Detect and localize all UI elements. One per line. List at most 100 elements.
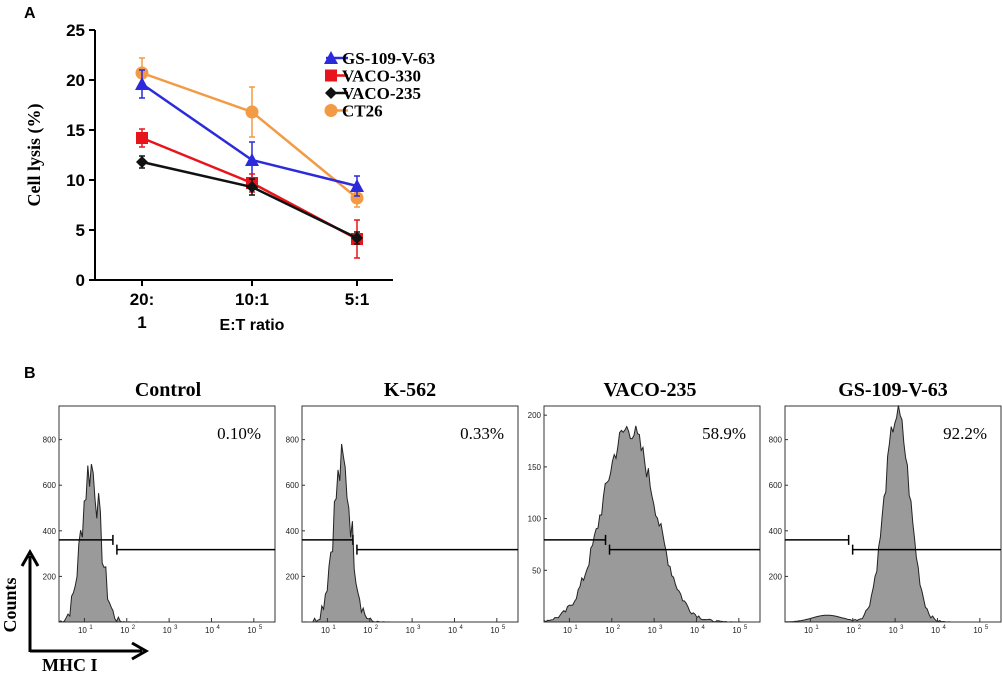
legend-marker [324,104,338,117]
plot-frame [543,405,761,623]
x-tick-label: 10 [120,626,129,635]
gate-percent: 0.10% [217,424,261,443]
histogram-title: GS-109-V-63 [838,379,948,401]
y-tick-label: 800 [43,436,57,445]
y-tick-label: 10 [66,171,85,190]
histogram-title: K-562 [384,379,436,401]
histogram-area [302,443,518,623]
data-point [246,181,258,193]
series-vaco-330 [136,128,363,259]
y-tick-label: 100 [528,515,542,524]
x-tick-label: 10 [78,626,87,635]
x-tick-exponent: 5 [744,625,748,631]
data-point [351,232,363,244]
x-tick-exponent: 5 [502,625,506,631]
y-tick-label: 15 [66,121,85,140]
data-point [350,179,364,192]
data-point [135,77,149,90]
x-tick-label: 10 [406,626,415,635]
y-tick-label: 600 [43,481,57,490]
x-tick-label: 20: [130,290,155,309]
y-tick-label: 800 [286,436,300,445]
x-tick-label: 10 [163,626,172,635]
x-tick-exponent: 3 [174,625,178,631]
legend-label: CT26 [342,102,383,121]
y-tick-label: 400 [43,527,57,536]
x-tick-label: 10 [648,626,657,635]
series-ct26 [135,57,364,208]
x-tick-exponent: 3 [417,625,421,631]
x-tick-exponent: 1 [332,625,336,631]
panel-a-letter: A [24,5,36,22]
legend-marker [324,51,338,64]
y-tick-label: 400 [286,527,300,536]
x-tick-label: 10 [804,626,813,635]
x-tick-exponent: 2 [858,625,862,631]
x-tick-label: 1 [137,313,146,332]
series-vaco-235 [136,155,363,245]
x-tick-exponent: 5 [259,625,263,631]
x-tick-exponent: 1 [815,625,819,631]
x-tick-label: 10 [931,626,940,635]
counts-axis-label: Counts [0,577,20,632]
legend-label: GS-109-V-63 [342,49,435,68]
x-tick-exponent: 5 [985,625,989,631]
histogram-title: VACO-235 [604,379,697,401]
y-tick-label: 200 [528,411,542,420]
x-tick-exponent: 4 [459,625,463,631]
x-tick-label: 10 [247,626,256,635]
x-tick-label: 10 [363,626,372,635]
y-tick-label: 600 [769,481,783,490]
y-tick-label: 20 [66,71,85,90]
x-tick-label: 10 [490,626,499,635]
y-tick-label: 0 [76,271,85,290]
x-tick-exponent: 1 [574,625,578,631]
y-tick-label: 600 [286,481,300,490]
x-tick-exponent: 1 [89,625,93,631]
x-tick-label: 10 [889,626,898,635]
y-tick-label: 200 [769,572,783,581]
x-tick-exponent: 4 [701,625,705,631]
gate-percent: 92.2% [943,424,987,443]
data-point [136,132,148,144]
data-point [350,191,364,205]
legend-label: VACO-330 [342,67,421,86]
series-gs-109-v-63 [135,69,364,197]
x-tick-label: 10 [973,626,982,635]
plot-frame [301,405,519,623]
histogram-title: Control [135,379,202,401]
data-point [136,156,148,168]
x-axis-label: E:T ratio [220,317,285,334]
y-tick-label: 200 [286,572,300,581]
x-tick-label: 10 [205,626,214,635]
plot-frame [58,405,276,623]
y-tick-label: 400 [769,527,783,536]
x-tick-exponent: 2 [617,625,621,631]
x-tick-label: 10 [690,626,699,635]
legend-marker [325,87,337,99]
x-tick-label: 10:1 [235,290,269,309]
gate-percent: 0.33% [460,424,504,443]
x-tick-label: 10 [321,626,330,635]
x-tick-label: 10 [563,626,572,635]
x-tick-label: 10 [605,626,614,635]
x-tick-label: 10 [448,626,457,635]
x-tick-exponent: 2 [132,625,136,631]
legend-label: VACO-235 [342,84,421,103]
x-tick-label: 5:1 [345,290,370,309]
y-tick-label: 150 [528,463,542,472]
x-tick-exponent: 4 [216,625,220,631]
y-tick-label: 25 [66,21,85,40]
y-tick-label: 5 [76,221,85,240]
x-tick-label: 10 [846,626,855,635]
x-tick-exponent: 3 [900,625,904,631]
x-tick-exponent: 4 [942,625,946,631]
panel-b-letter: B [24,365,36,382]
x-tick-label: 10 [732,626,741,635]
x-tick-exponent: 2 [375,625,379,631]
